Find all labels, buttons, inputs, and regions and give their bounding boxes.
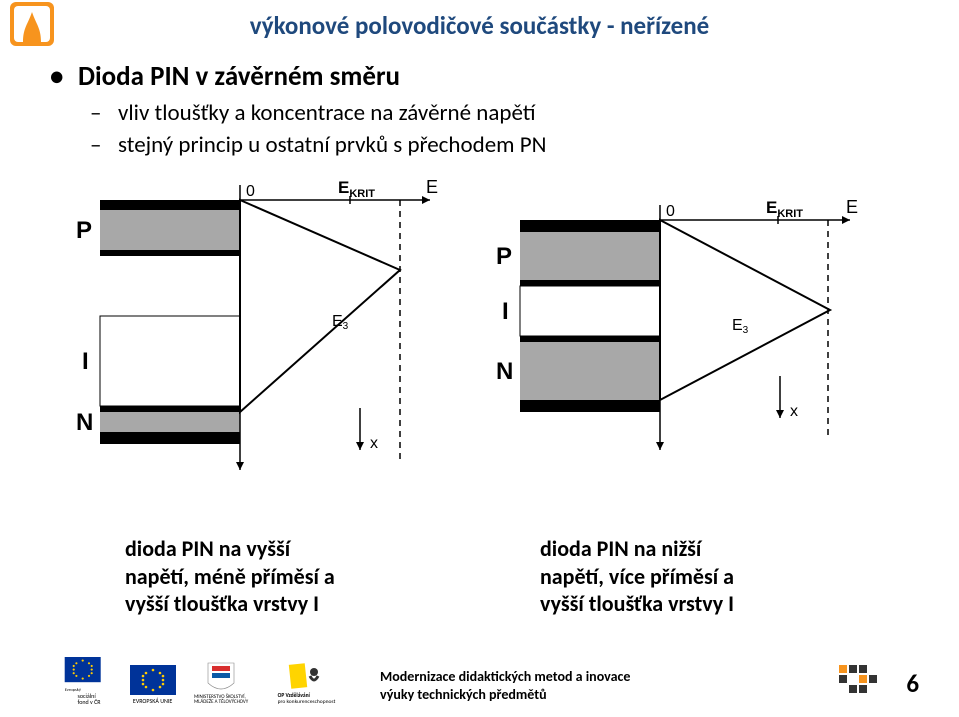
- diagram-right: P I N 0 EKRIT E E3 x: [490, 200, 890, 490]
- svg-text:E3: E3: [732, 317, 749, 336]
- svg-text:0: 0: [666, 203, 675, 220]
- caption-line: vyšší tloušťka vrstvy I: [125, 590, 445, 618]
- caption-line: napětí, méně příměsí a: [125, 563, 445, 591]
- diagram-left: P I N 0 EKRIT E E3 x: [70, 180, 470, 500]
- header: výkonové polovodičové součástky - neříze…: [0, 0, 959, 50]
- svg-text:P: P: [76, 217, 92, 244]
- svg-text:x: x: [370, 435, 378, 452]
- page-number: 6: [906, 668, 919, 699]
- bullet-lvl2: vliv tloušťky a koncentrace na závěrné n…: [90, 99, 920, 127]
- caption-right: dioda PIN na nižší napětí, více příměsí …: [540, 535, 860, 618]
- footer: Evropský sociálnífond v ČR EVROPSKÁ UNIE: [0, 647, 959, 717]
- caption-line: dioda PIN na vyšší: [125, 535, 445, 563]
- footer-text: Modernizace didaktických metod a inovace…: [380, 668, 630, 703]
- footer-line: Modernizace didaktických metod a inovace: [380, 668, 630, 686]
- caption-line: dioda PIN na nižší: [540, 535, 860, 563]
- svg-text:E: E: [846, 200, 858, 217]
- footer-logos: Evropský sociálnífond v ČR EVROPSKÁ UNIE: [60, 651, 350, 705]
- eu-esf-logo: Evropský sociálnífond v ČR: [60, 657, 118, 705]
- svg-text:0: 0: [246, 183, 255, 200]
- caption-line: napětí, více příměsí a: [540, 563, 860, 591]
- svg-text:x: x: [790, 403, 798, 420]
- svg-text:N: N: [76, 409, 93, 436]
- opvk-logo: OP Vzdělávánípro konkurenceschopnost: [263, 657, 350, 705]
- bullet-lvl1: Dioda PIN v závěrném směru: [50, 60, 920, 93]
- svg-text:E3: E3: [332, 313, 349, 332]
- bullet-list: Dioda PIN v závěrném směru vliv tloušťky…: [50, 60, 920, 163]
- caption-line: vyšší tloušťka vrstvy I: [540, 590, 860, 618]
- svg-text:E: E: [426, 180, 438, 197]
- svg-text:I: I: [82, 348, 89, 375]
- svg-text:N: N: [496, 358, 513, 385]
- footer-line: výuky technických předmětů: [380, 686, 630, 704]
- diagram-area: P I N 0 EKRIT E E3 x P I N 0 EKRIT E E3 x: [70, 180, 890, 515]
- svg-text:I: I: [502, 298, 509, 325]
- caption-left: dioda PIN na vyšší napětí, méně příměsí …: [125, 535, 445, 618]
- svg-text:P: P: [496, 243, 512, 270]
- bullet-lvl2: stejný princip u ostatní prvků s přechod…: [90, 131, 920, 159]
- eu-flag-logo: EVROPSKÁ UNIE: [126, 657, 179, 705]
- pixel-logo: [839, 665, 879, 695]
- msmt-logo: MINISTERSTVO ŠKOLSTVÍ,MLÁDEŽE A TĚLOVÝCH…: [187, 657, 255, 705]
- svg-text:EKRIT: EKRIT: [766, 200, 803, 220]
- svg-text:EKRIT: EKRIT: [338, 180, 375, 200]
- page-title: výkonové polovodičové součástky - neříze…: [0, 10, 959, 41]
